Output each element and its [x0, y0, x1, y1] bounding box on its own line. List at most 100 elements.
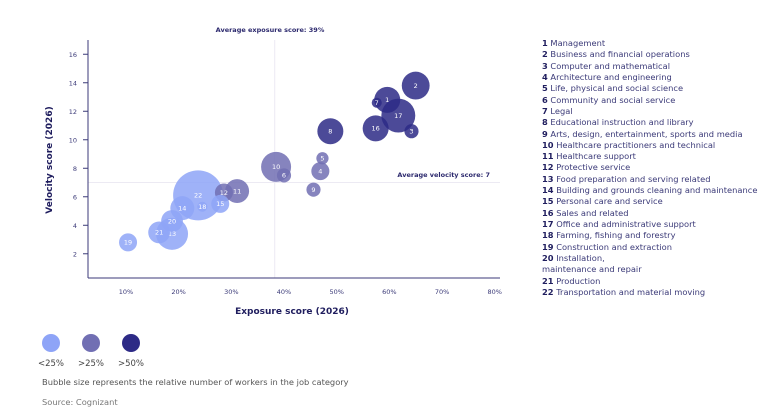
legend-swatch-low: [42, 334, 60, 352]
legend-item: 2 Business and financial operations: [542, 49, 757, 60]
bubble-18[interactable]: 18: [197, 201, 208, 212]
legend-item-label: Computer and mathematical: [550, 60, 671, 71]
bubble-label: 13: [168, 230, 176, 238]
bubble-label: 2: [414, 82, 418, 90]
legend-item: 3 Computer and mathematical: [542, 61, 757, 72]
legend-item: 15 Personal care and service: [542, 196, 757, 207]
legend-item-number: 3: [542, 60, 548, 71]
legend-item-number: 4: [542, 71, 548, 82]
bubble-3[interactable]: 3: [404, 124, 419, 139]
legend-item-number: 22: [542, 286, 554, 297]
legend-item-label: Production: [556, 275, 601, 286]
legend-item-label: Food preparation and serving related: [556, 173, 711, 184]
legend-item: 8 Educational instruction and library: [542, 117, 757, 128]
legend-item: 19 Construction and extraction: [542, 242, 757, 253]
bubble-label: 1: [385, 96, 389, 104]
x-tick-label: 30%: [224, 288, 238, 296]
bubble-label: 15: [216, 200, 224, 208]
legend-item: 17 Office and administrative support: [542, 219, 757, 230]
bubble-15[interactable]: 15: [211, 194, 230, 213]
bubble-label: 20: [168, 217, 176, 225]
legend-item-number: 14: [542, 185, 554, 196]
legend-item: 1 Management: [542, 38, 757, 49]
bubble-label: 18: [198, 203, 206, 211]
bubble-circle: [119, 233, 138, 252]
legend-item-label: Transportation and material moving: [556, 286, 706, 297]
bubble-label: 19: [124, 239, 132, 247]
legend-item-number: 11: [542, 151, 554, 162]
bubble-label: 22: [194, 192, 202, 200]
legend-item-number: 6: [542, 94, 548, 105]
legend-item-number: 10: [542, 139, 554, 150]
bubble-7[interactable]: 7: [371, 97, 382, 108]
legend-item: 14 Building and grounds cleaning and mai…: [542, 185, 757, 196]
x-tick-label: 40%: [277, 288, 291, 296]
avg-exposure-label: Average exposure score: 39%: [216, 26, 325, 34]
bubble-19[interactable]: 19: [119, 233, 138, 252]
legend-item: 5 Life, physical and social science: [542, 83, 757, 94]
x-tick-label: 20%: [171, 288, 185, 296]
x-tick-label: 50%: [329, 288, 343, 296]
legend-item-number: 15: [542, 196, 554, 207]
bubble-2[interactable]: 2: [401, 71, 430, 100]
bubble-16[interactable]: 16: [362, 115, 389, 142]
legend-item: 4 Architecture and engineering: [542, 72, 757, 83]
legend-item: 20 Installation, maintenance and repair: [542, 253, 660, 276]
bubble-circle: [211, 194, 230, 213]
bubble-circle: [371, 97, 382, 108]
legend-item-label: Legal: [550, 105, 573, 116]
legend-item-label: Arts, design, entertainment, sports and …: [550, 128, 743, 139]
bubble-1[interactable]: 1: [374, 86, 401, 113]
legend-item: 13 Food preparation and serving related: [542, 174, 757, 185]
bubble-9[interactable]: 9: [306, 182, 321, 197]
legend-item-label: Farming, fishing and forestry: [556, 230, 676, 241]
bubble-8[interactable]: 8: [317, 118, 344, 145]
legend-item-number: 20: [542, 252, 554, 263]
bubble-circle: [362, 115, 389, 142]
bubble-circle: [404, 124, 419, 139]
bubble-label: 9: [311, 186, 315, 194]
bubble-5[interactable]: 5: [316, 152, 329, 165]
legend-item: 6 Community and social service: [542, 95, 757, 106]
legend-item-label: Healthcare support: [556, 151, 636, 162]
legend-item-label: Protective service: [556, 162, 631, 173]
bubble-circle: [148, 221, 171, 244]
bubble-label: 7: [375, 99, 379, 107]
bubble-21[interactable]: 21: [148, 221, 171, 244]
legend-item: 22 Transportation and material moving: [542, 287, 757, 298]
bubble-circle: [197, 201, 208, 212]
bubble-label: 11: [233, 187, 241, 195]
bubble-circle: [317, 118, 344, 145]
legend-item-label: Personal care and service: [556, 196, 663, 207]
legend-item: 11 Healthcare support: [542, 151, 757, 162]
legend-item-number: 21: [542, 275, 554, 286]
bubble-label: 21: [155, 229, 163, 237]
bubble-label: 4: [318, 167, 322, 175]
legend-item-number: 17: [542, 219, 554, 229]
y-tick-label: 8: [73, 165, 77, 173]
legend-item-label: Installation, maintenance and repair: [542, 252, 642, 275]
y-axis-label: Velocity score (2026): [45, 106, 55, 213]
legend-item-number: 1: [542, 38, 548, 48]
legend-item-label: Building and grounds cleaning and mainte…: [556, 185, 758, 196]
legend-swatch-mid: [82, 334, 100, 352]
legend-item: 18 Farming, fishing and forestry: [542, 230, 757, 241]
legend-item-number: 7: [542, 105, 548, 116]
legend-item-label: Sales and related: [556, 207, 629, 218]
legend-item-number: 19: [542, 241, 554, 252]
color-legend: <25% >25% >50%: [38, 334, 144, 369]
legend-item-label: Educational instruction and library: [550, 117, 694, 128]
y-tick-label: 16: [69, 51, 77, 59]
legend-label: >25%: [78, 359, 104, 369]
bubble-label: 6: [282, 172, 286, 180]
legend-item-number: 13: [542, 173, 554, 184]
bubble-circle: [316, 152, 329, 165]
legend-item-number: 9: [542, 128, 548, 139]
legend-item: 16 Sales and related: [542, 208, 757, 219]
bubble-6[interactable]: 6: [276, 168, 292, 183]
legend-item-label: Healthcare practitioners and technical: [556, 139, 716, 150]
bubble-label: 5: [320, 155, 324, 163]
legend-item-number: 12: [542, 162, 554, 173]
bubble-4[interactable]: 4: [311, 162, 330, 181]
